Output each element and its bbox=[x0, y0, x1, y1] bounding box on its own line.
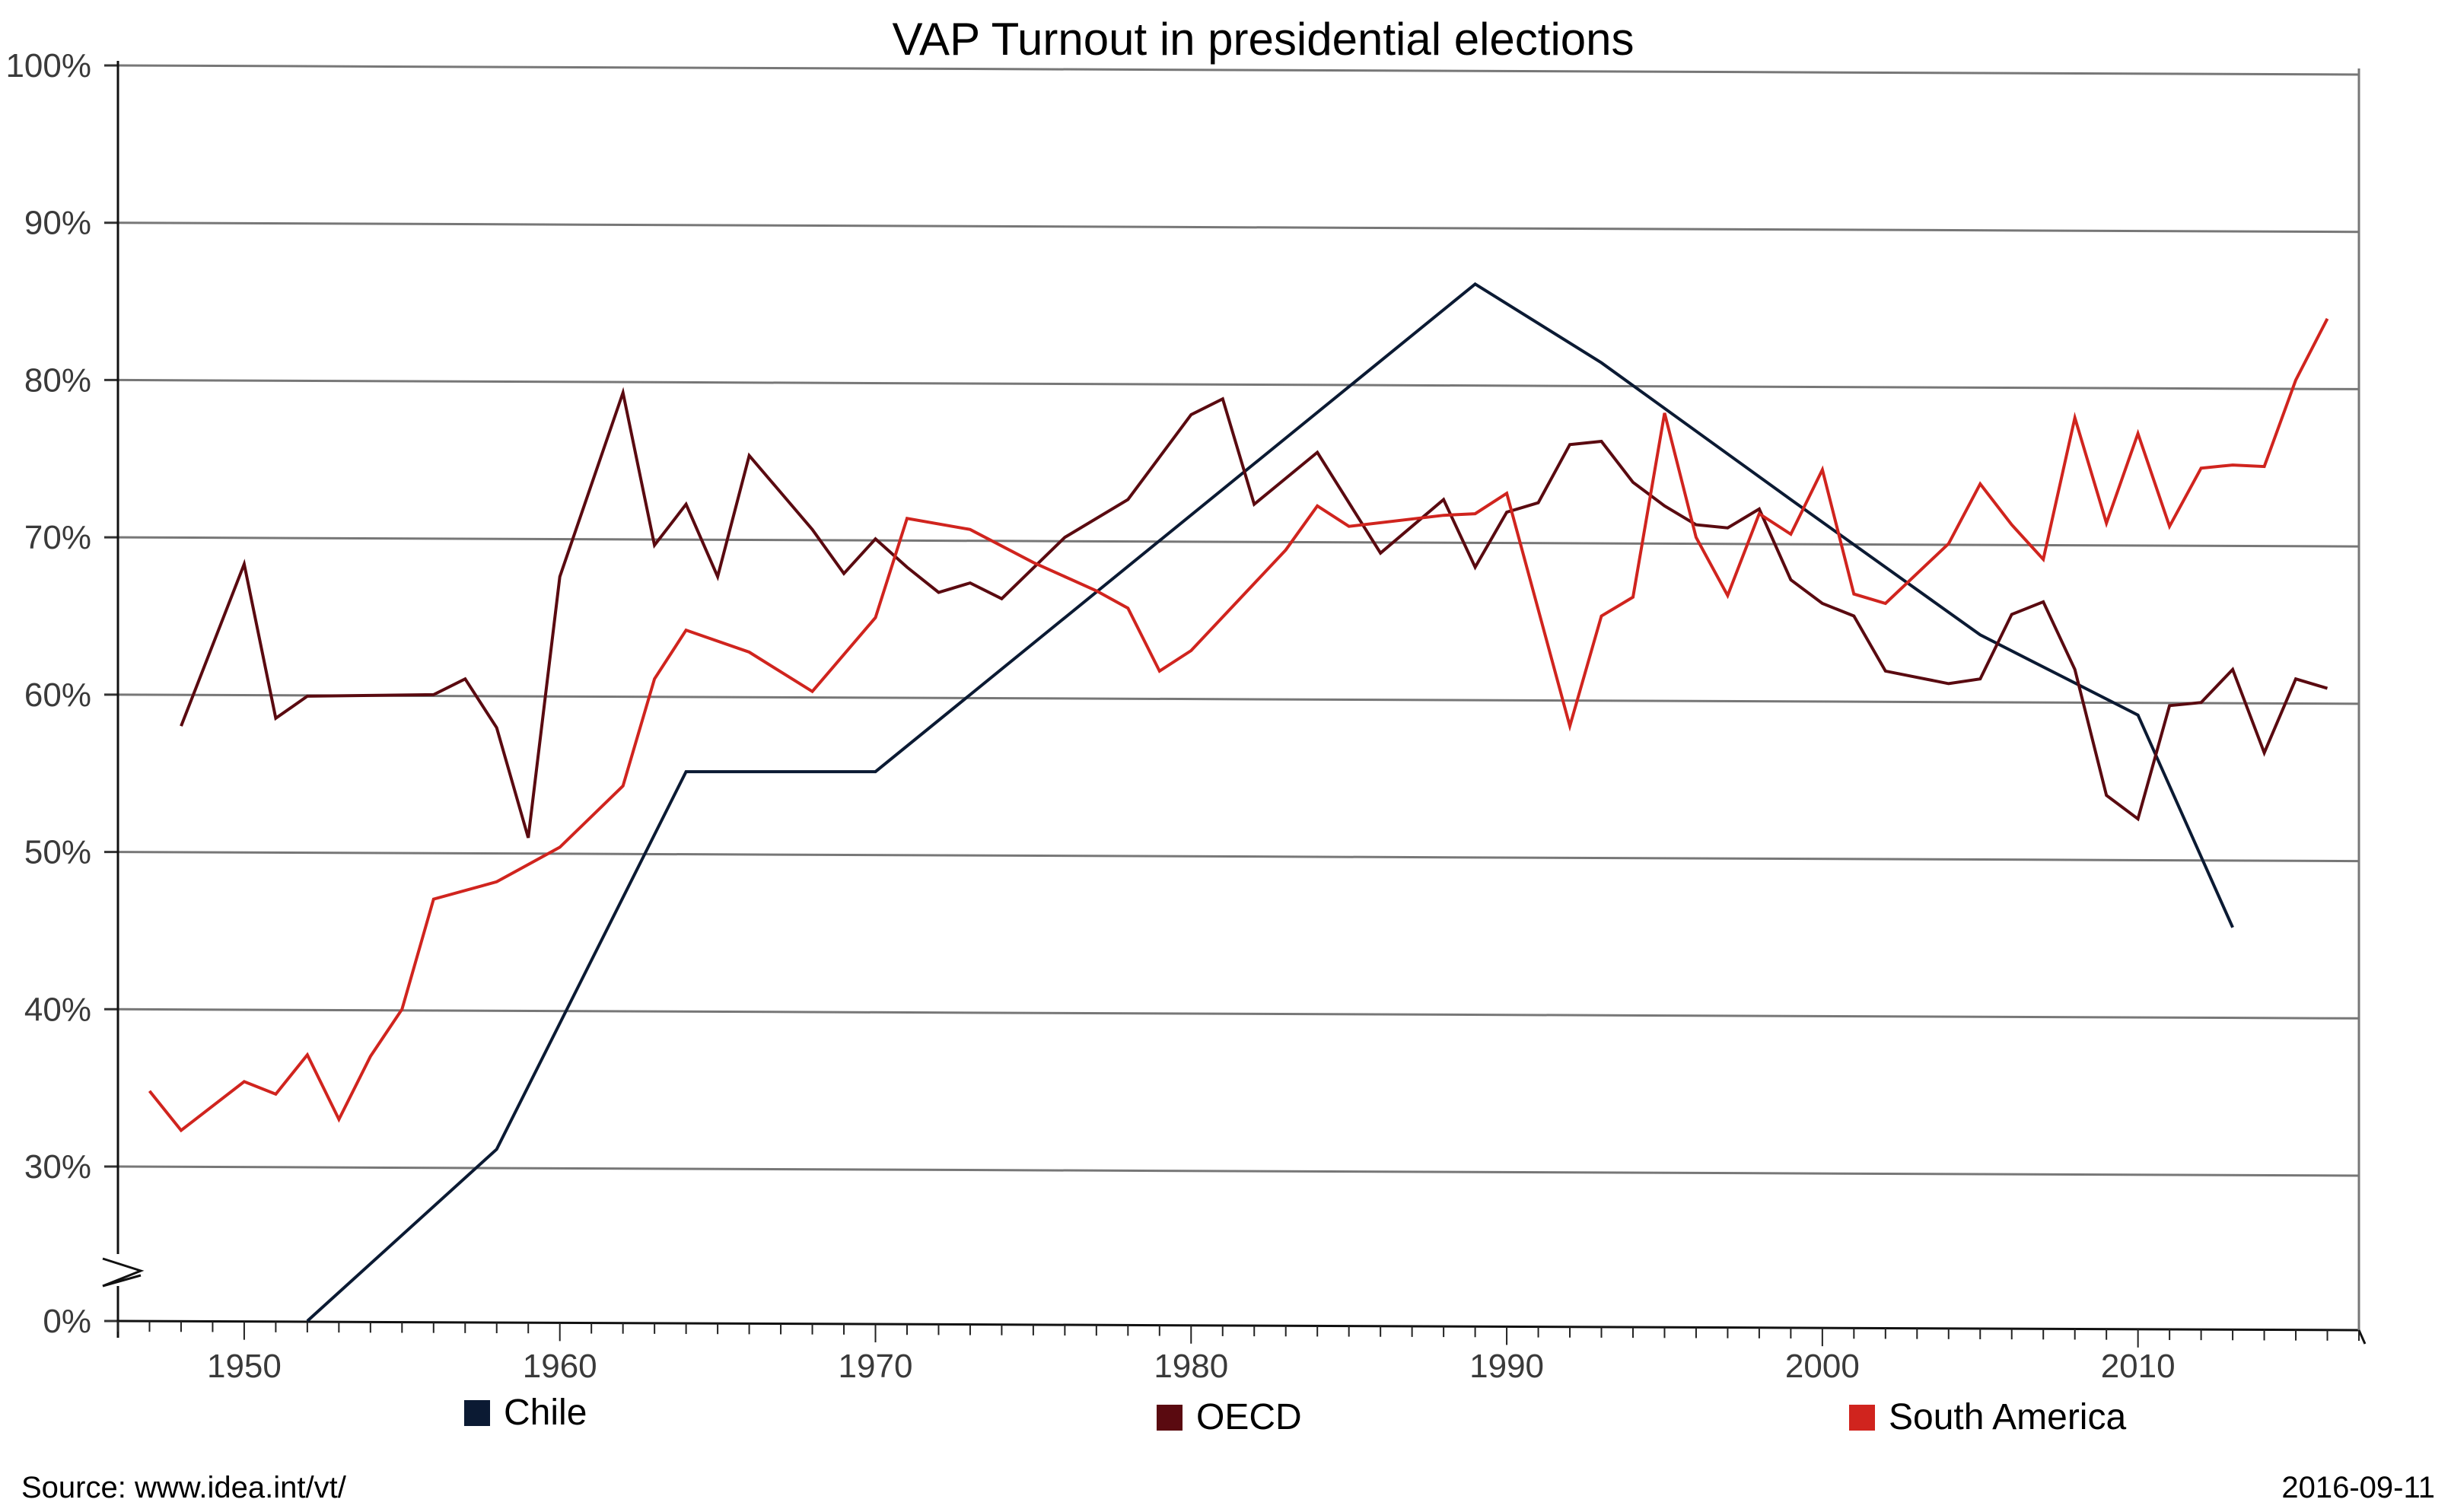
y-tick-label: 80% bbox=[24, 361, 91, 399]
gridlines bbox=[117, 64, 2360, 1332]
x-tick-label: 1950 bbox=[207, 1348, 282, 1385]
legend: Chile OECD South America bbox=[464, 1393, 2126, 1437]
gridline-90 bbox=[117, 221, 2360, 234]
y-tick-label: 70% bbox=[24, 519, 91, 556]
chart-title: VAP Turnout in presidential elections bbox=[892, 14, 1634, 65]
source-note: Source: www.idea.int/vt/ bbox=[21, 1471, 347, 1504]
gridline-30 bbox=[117, 1165, 2360, 1177]
gridline-50 bbox=[117, 851, 2360, 863]
y-tick-labels: 0% 30% 40% 50% 60% 70% 80% 90% 100% bbox=[5, 47, 91, 1340]
axis-break-mark bbox=[102, 1257, 145, 1288]
legend-label: OECD bbox=[1196, 1397, 1302, 1437]
y-tick-label: 90% bbox=[24, 205, 91, 242]
legend-swatch bbox=[1849, 1405, 1875, 1431]
x-axis-end-tick bbox=[2357, 1329, 2367, 1345]
gridline-60 bbox=[117, 693, 2360, 705]
x-tick-label: 1990 bbox=[1469, 1348, 1544, 1385]
series-lines bbox=[148, 282, 2329, 1323]
y-tick-label: 0% bbox=[43, 1303, 91, 1340]
gridline-0 bbox=[117, 1319, 2360, 1332]
legend-swatch bbox=[1157, 1405, 1183, 1431]
gridline-100 bbox=[117, 64, 2360, 76]
legend-swatch bbox=[464, 1400, 490, 1426]
gridline-40 bbox=[117, 1007, 2360, 1020]
date-stamp: 2016-09-11 bbox=[2281, 1471, 2435, 1504]
gridline-80 bbox=[117, 378, 2360, 390]
y-tick-label: 50% bbox=[24, 834, 91, 871]
x-tick-label: 2010 bbox=[2101, 1348, 2176, 1385]
x-tick-label: 1970 bbox=[839, 1348, 913, 1385]
legend-label: South America bbox=[1889, 1397, 2126, 1437]
axes bbox=[102, 61, 2367, 1348]
series-line-south-america bbox=[148, 317, 2329, 1133]
y-tick-label: 40% bbox=[24, 991, 91, 1028]
y-tick-label: 30% bbox=[24, 1148, 91, 1186]
x-tick-label: 1960 bbox=[523, 1348, 597, 1385]
series-line-chile bbox=[306, 282, 2234, 1323]
legend-label: Chile bbox=[504, 1393, 587, 1433]
gridline-70 bbox=[117, 536, 2360, 548]
series-line-oecd bbox=[180, 387, 2328, 839]
x-tick-labels: 1950 1960 1970 1980 1990 2000 2010 bbox=[207, 1348, 2176, 1385]
y-tick-label: 60% bbox=[24, 676, 91, 714]
y-tick-label: 100% bbox=[5, 47, 91, 84]
x-tick-label: 2000 bbox=[1785, 1348, 1860, 1385]
x-tick-label: 1980 bbox=[1154, 1348, 1228, 1385]
